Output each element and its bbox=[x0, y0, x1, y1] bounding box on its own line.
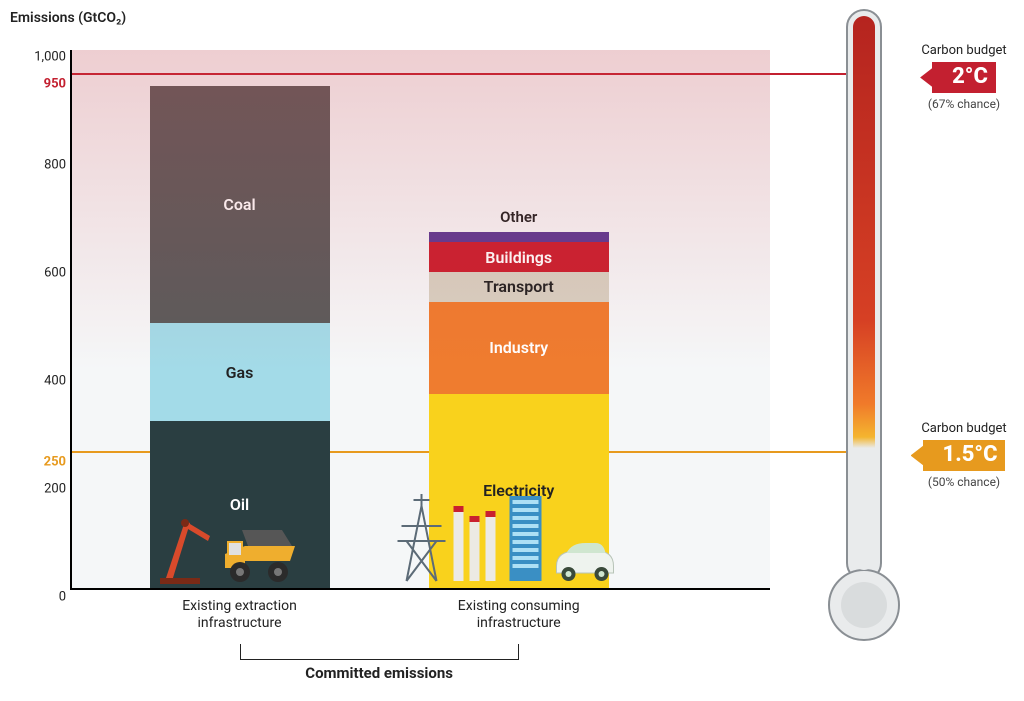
committed-emissions-label: Committed emissions bbox=[240, 664, 519, 682]
bar-extraction: CoalGasOilExisting extraction infrastruc… bbox=[150, 48, 330, 588]
segment-label: Oil bbox=[230, 495, 249, 514]
segment-label: Gas bbox=[226, 363, 254, 382]
y-axis-title-text: Emissions (GtCO₂) bbox=[10, 10, 126, 26]
segment-transport: Transport bbox=[429, 272, 609, 302]
segment-industry: Industry bbox=[429, 302, 609, 394]
segment-label: Electricity bbox=[483, 481, 554, 500]
budget-pill: 2°C bbox=[932, 62, 996, 93]
x-axis-label-extraction: Existing extraction infrastructure bbox=[140, 598, 340, 632]
budget-title: Carbon budget bbox=[904, 421, 1024, 436]
ytick-1000: 1,000 bbox=[34, 50, 66, 65]
segment-gas: Gas bbox=[150, 323, 330, 420]
ytick-budget-250: 250 bbox=[44, 455, 66, 470]
segment-label: Industry bbox=[489, 338, 548, 357]
budget-title: Carbon budget bbox=[904, 43, 1024, 58]
segment-label: Buildings bbox=[485, 248, 552, 267]
budget-subtext: (50% chance) bbox=[904, 475, 1024, 489]
segment-label: Coal bbox=[223, 195, 255, 214]
bar-consuming: Other Buildings Transport Industry Electrici… bbox=[429, 48, 609, 588]
committed-emissions-bracket bbox=[240, 644, 519, 660]
plot-region: 02004006008001,000950250CoalGasOilExisti… bbox=[70, 50, 770, 590]
ytick-0: 0 bbox=[59, 590, 66, 605]
budget-pill: 1.5°C bbox=[923, 440, 1006, 471]
y-axis-title: Emissions (GtCO₂) bbox=[10, 10, 126, 26]
segment-buildings: Buildings bbox=[429, 242, 609, 272]
segment-coal: Coal bbox=[150, 86, 330, 324]
segment-electricity: Electricity bbox=[429, 394, 609, 588]
chart-area: Emissions (GtCO₂) 0 200 400 600 800 1,000 950 2… bbox=[10, 10, 810, 660]
carbon-budget-tag-2C: Carbon budget 2°C (67% chance) bbox=[904, 43, 1024, 111]
segment-other: Other bbox=[429, 232, 609, 243]
segment-oil: Oil bbox=[150, 421, 330, 588]
ytick-800: 800 bbox=[44, 158, 66, 173]
segment-label: Transport bbox=[484, 277, 554, 296]
x-axis-label-consuming: Existing consuming infrastructure bbox=[419, 598, 619, 632]
carbon-budget-tag-1.5C: Carbon budget 1.5°C (50% chance) bbox=[904, 421, 1024, 489]
ytick-400: 400 bbox=[44, 374, 66, 389]
ytick-200: 200 bbox=[44, 482, 66, 497]
ytick-budget-950: 950 bbox=[44, 77, 66, 92]
thermometer bbox=[834, 10, 884, 650]
ytick-600: 600 bbox=[44, 266, 66, 281]
budget-subtext: (67% chance) bbox=[904, 97, 1024, 111]
segment-label: Other bbox=[429, 208, 609, 226]
